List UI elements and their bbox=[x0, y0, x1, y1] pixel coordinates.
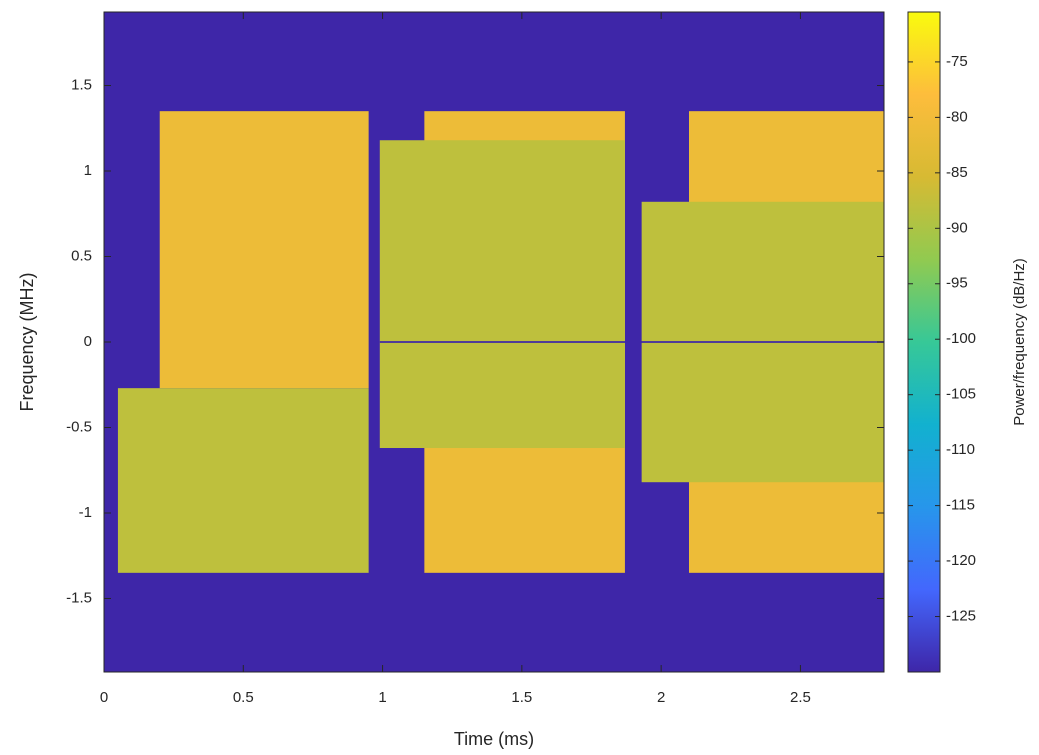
colorbar-tick-label: -125 bbox=[946, 608, 976, 625]
colorbar-tick-label: -115 bbox=[946, 497, 975, 514]
colorbar-tick-label: -100 bbox=[946, 330, 976, 347]
y-tick-label: 1 bbox=[84, 162, 92, 179]
x-tick-label: 0 bbox=[100, 689, 108, 706]
power-region bbox=[117, 388, 369, 573]
y-axis-label: Frequency (MHz) bbox=[17, 272, 37, 411]
y-tick-label: 1.5 bbox=[71, 76, 92, 93]
y-tick-label: -1 bbox=[79, 504, 92, 521]
colorbar-tick-label: -110 bbox=[946, 441, 975, 458]
colorbar bbox=[907, 11, 941, 673]
colorbar-tick-label: -85 bbox=[946, 164, 968, 181]
y-tick-label: -0.5 bbox=[66, 418, 92, 435]
x-tick-label: 1 bbox=[378, 689, 386, 706]
colorbar-tick-label: -80 bbox=[946, 108, 968, 125]
x-tick-label: 2 bbox=[657, 689, 665, 706]
colorbar-tick-label: -120 bbox=[946, 552, 976, 569]
x-tick-label: 0.5 bbox=[233, 689, 254, 706]
y-tick-label: -1.5 bbox=[66, 589, 92, 606]
y-tick-label: 0.5 bbox=[71, 247, 92, 264]
x-tick-label: 2.5 bbox=[790, 689, 811, 706]
colorbar-tick-label: -90 bbox=[946, 219, 968, 236]
colorbar-label: Power/frequency (dB/Hz) bbox=[1011, 258, 1028, 426]
colorbar-tick-label: -105 bbox=[946, 386, 976, 403]
colorbar-tick-label: -75 bbox=[946, 53, 968, 70]
colorbar-tick-label: -95 bbox=[946, 275, 968, 292]
x-axis-label: Time (ms) bbox=[454, 729, 534, 749]
power-region bbox=[379, 140, 625, 449]
power-region bbox=[379, 341, 884, 343]
y-tick-label: 0 bbox=[84, 333, 92, 350]
x-tick-label: 1.5 bbox=[511, 689, 532, 706]
power-region bbox=[159, 111, 369, 389]
